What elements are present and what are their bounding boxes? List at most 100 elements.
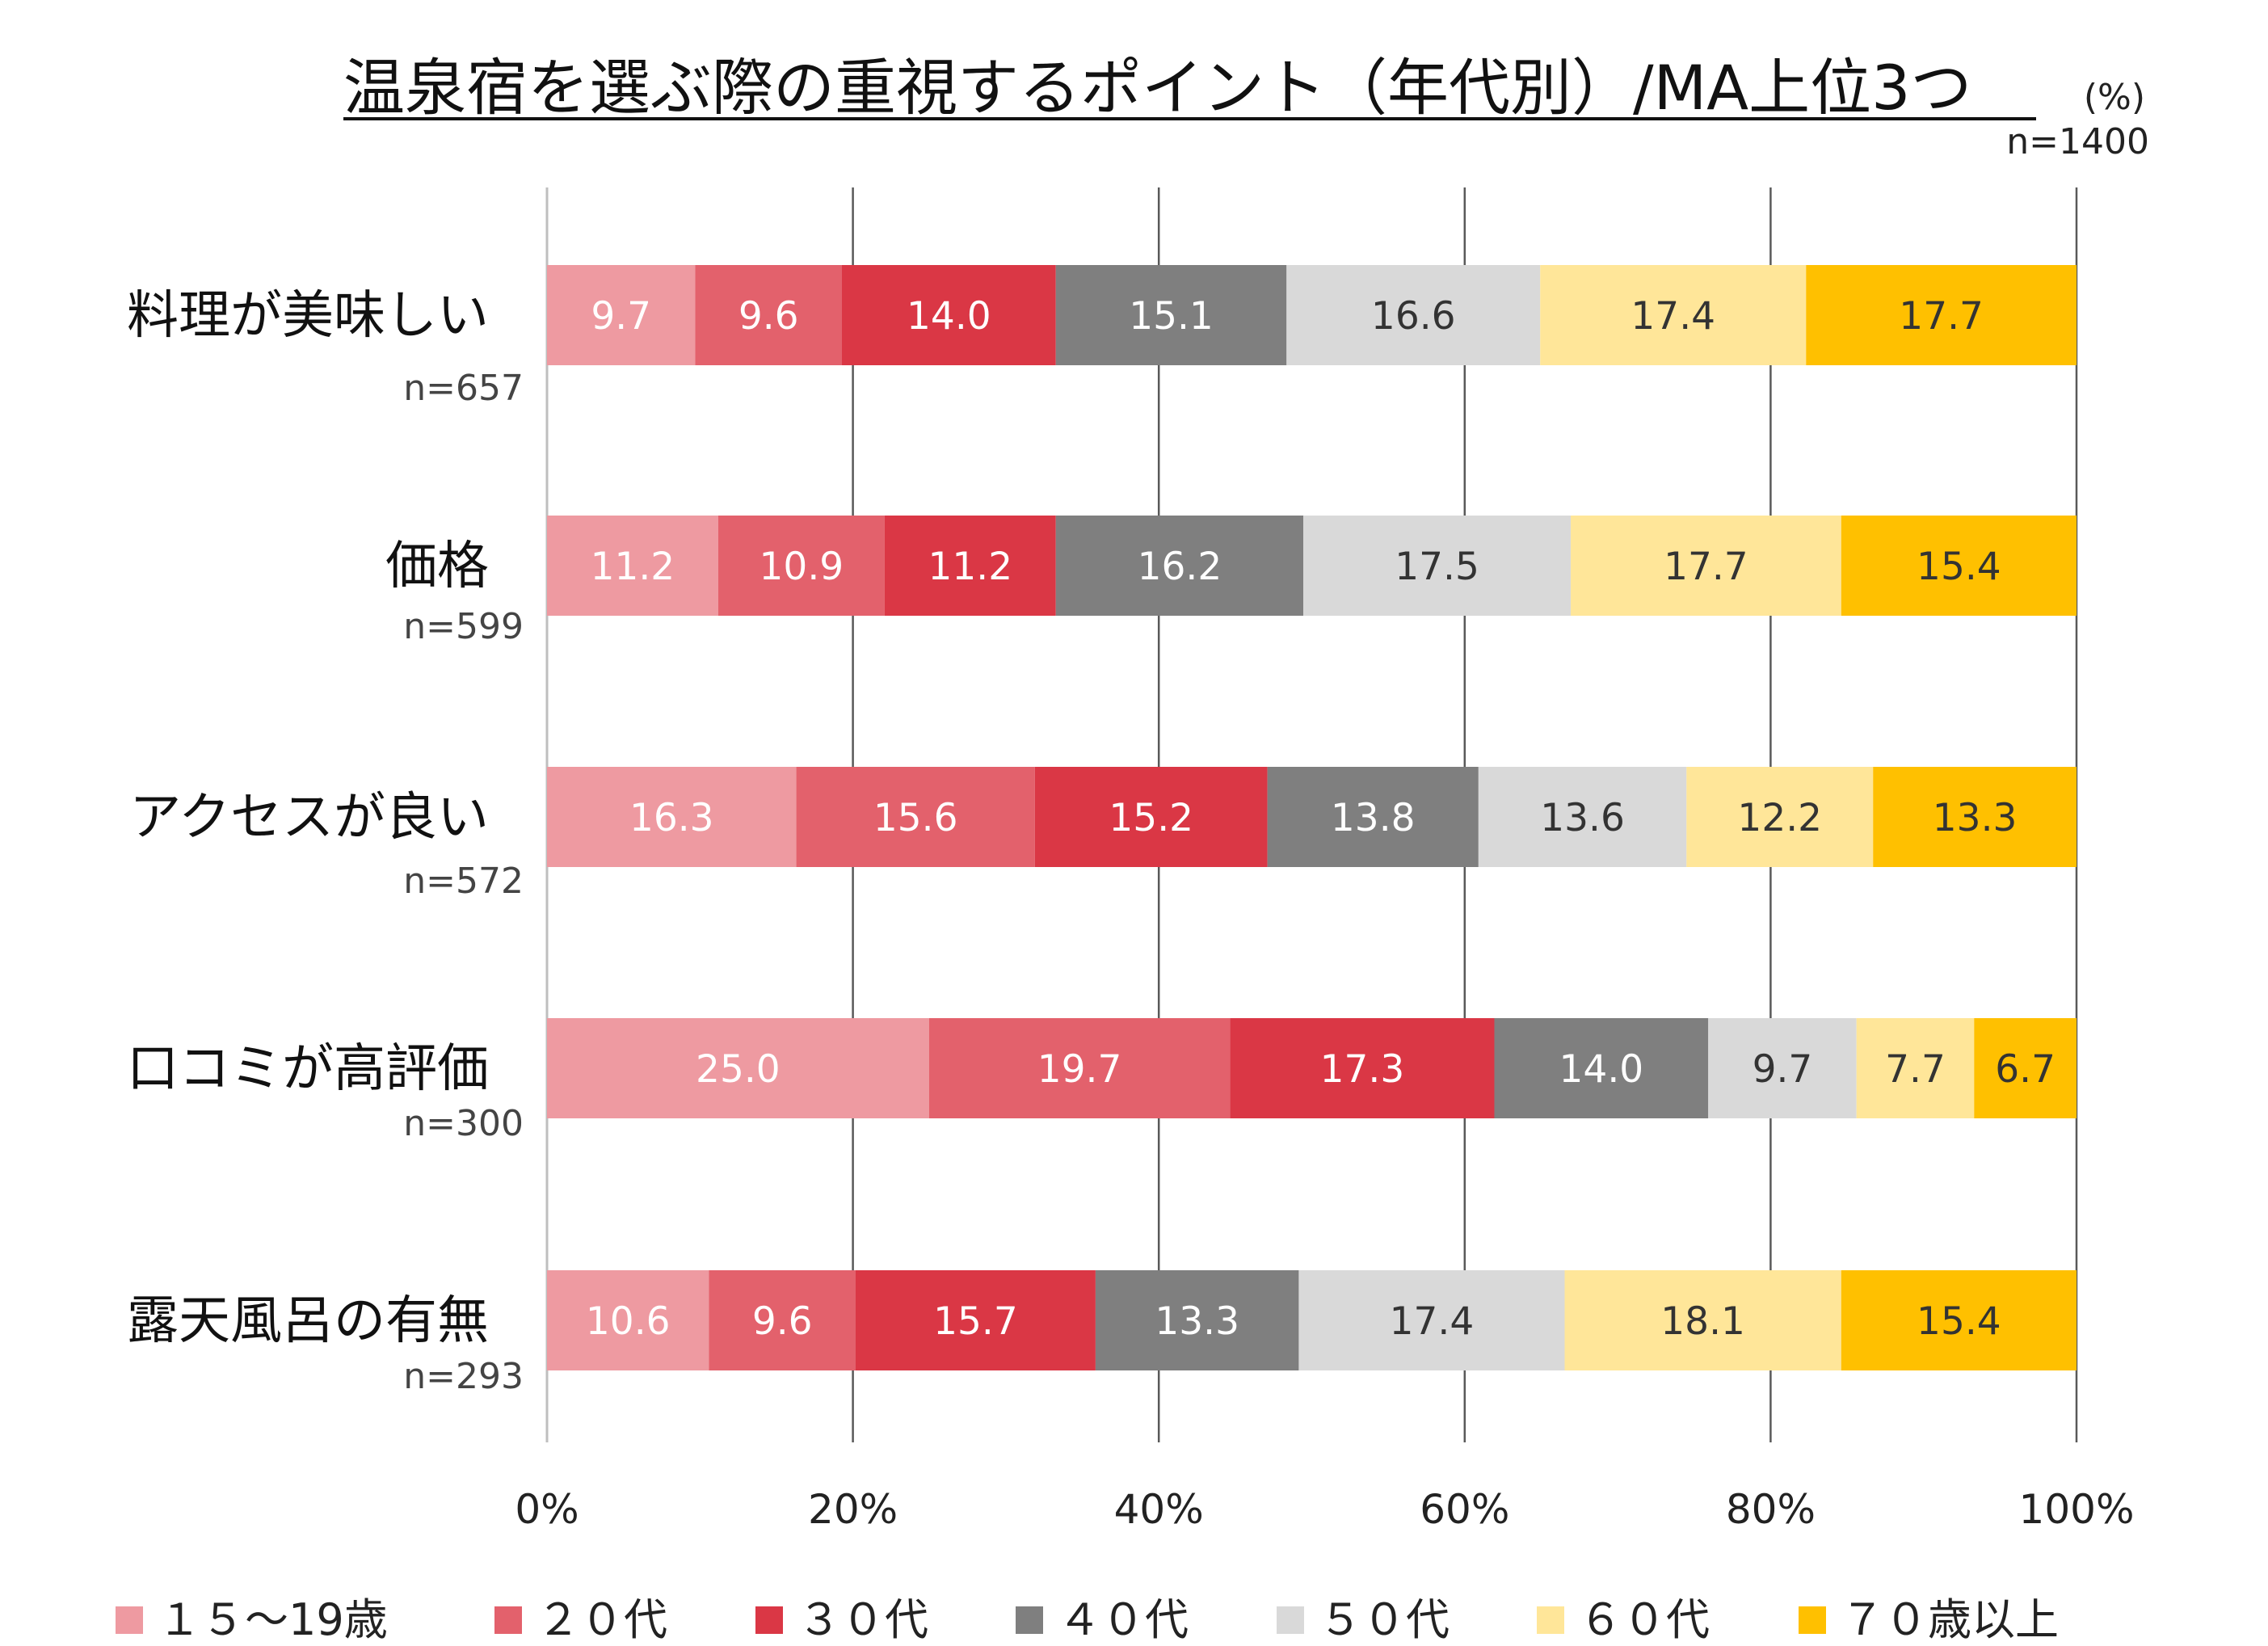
x-tick-label: 0% — [515, 1486, 579, 1533]
bar-segment — [1841, 516, 2077, 616]
bar-segment — [709, 1270, 856, 1370]
category-n-label: n=293 — [403, 1356, 524, 1397]
bar-segment — [1856, 1018, 1975, 1118]
data-label: 10.6 — [586, 1299, 671, 1344]
bar-segment — [1564, 1270, 1841, 1370]
x-tick-label: 100% — [2019, 1486, 2135, 1533]
category-n-label: n=300 — [403, 1103, 524, 1144]
data-label: 13.6 — [1540, 796, 1625, 840]
data-label: 17.3 — [1320, 1047, 1405, 1092]
data-label: 25.0 — [696, 1047, 781, 1092]
data-label: 15.1 — [1129, 294, 1214, 339]
bar-segment — [1034, 767, 1268, 867]
bar-segment — [1974, 1018, 2077, 1118]
legend-label: ４０代 — [1058, 1594, 1189, 1645]
data-label: 15.2 — [1109, 796, 1193, 840]
data-label: 17.5 — [1395, 545, 1479, 589]
bar-segment — [717, 516, 885, 616]
bar-segment — [1494, 1018, 1709, 1118]
category-label: 価格 — [385, 537, 489, 596]
data-label: 6.7 — [1995, 1047, 2056, 1092]
category-labels: 料理が美味しいn=657価格n=599アクセスが良いn=572口コミが高評価n=… — [127, 286, 524, 1397]
bar-segment — [547, 265, 696, 365]
bar-segment — [1540, 265, 1807, 365]
x-axis-ticks: 0% 20% 40% 60% 80% 100% — [515, 1486, 2134, 1533]
legend-swatch — [494, 1606, 522, 1634]
legend-label: １５～19歳 — [158, 1594, 388, 1645]
legend-label: ３０代 — [797, 1594, 928, 1645]
data-label: 12.2 — [1737, 796, 1822, 840]
data-label: 7.7 — [1885, 1047, 1946, 1092]
data-label: 15.6 — [873, 796, 958, 840]
data-label: 15.4 — [1917, 1299, 2001, 1344]
data-label: 10.9 — [760, 545, 844, 589]
bar-segment — [928, 1018, 1231, 1118]
bar-segment — [1571, 516, 1841, 616]
bar-segment — [1686, 767, 1874, 867]
data-label: 9.7 — [1753, 1047, 1813, 1092]
bar-segment — [1095, 1270, 1299, 1370]
legend-swatch — [1016, 1606, 1043, 1634]
data-label: 9.7 — [591, 294, 651, 339]
bar-segment — [547, 767, 797, 867]
data-label: 17.7 — [1664, 545, 1748, 589]
data-label: 9.6 — [738, 294, 799, 339]
bar-segment — [1267, 767, 1479, 867]
bar-segment — [841, 265, 1056, 365]
legend-label: ６０代 — [1579, 1594, 1710, 1645]
legend-swatch — [1277, 1606, 1304, 1634]
bar-segment — [547, 516, 718, 616]
legend-label: ５０代 — [1319, 1594, 1450, 1645]
category-n-label: n=572 — [403, 861, 524, 902]
data-label: 13.8 — [1331, 796, 1416, 840]
legend-label: ２０代 — [536, 1594, 667, 1645]
category-label: 露天風呂の有無 — [127, 1291, 489, 1351]
bar-segment — [1286, 265, 1541, 365]
data-label: 14.0 — [1559, 1047, 1644, 1092]
data-label: 17.4 — [1390, 1299, 1475, 1344]
bar-segment — [1708, 1018, 1857, 1118]
bar-segment — [1055, 265, 1287, 365]
legend-swatch — [1799, 1606, 1826, 1634]
bar-segment — [547, 1018, 929, 1118]
data-label: 13.3 — [1155, 1299, 1239, 1344]
x-tick-label: 40% — [1114, 1486, 1204, 1533]
bar-segment — [1055, 516, 1304, 616]
legend-swatch — [116, 1606, 143, 1634]
bar-segment — [695, 265, 842, 365]
bar-segment — [1230, 1018, 1495, 1118]
data-label: 16.6 — [1371, 294, 1456, 339]
bar-segment — [547, 1270, 709, 1370]
bar-segment — [1873, 767, 2077, 867]
x-tick-label: 80% — [1726, 1486, 1816, 1533]
x-tick-label: 20% — [808, 1486, 898, 1533]
bar-segment — [856, 1270, 1096, 1370]
category-label: アクセスが良い — [129, 788, 489, 848]
category-n-label: n=599 — [403, 606, 524, 647]
data-label: 11.2 — [591, 545, 675, 589]
data-label: 16.2 — [1138, 545, 1222, 589]
category-label: 口コミが高評価 — [127, 1039, 489, 1099]
bar-segment — [1478, 767, 1687, 867]
data-label: 18.1 — [1660, 1299, 1745, 1344]
data-label: 13.3 — [1933, 796, 2018, 840]
bar-segment — [1303, 516, 1572, 616]
legend: １５～19歳 ２０代 ３０代 ４０代 ５０代 ６０代 ７０歳以上 — [116, 1594, 2059, 1645]
unit-label: (%) — [2084, 77, 2145, 118]
legend-label: ７０歳以上 — [1841, 1594, 2059, 1645]
category-n-label: n=657 — [403, 368, 524, 409]
data-label: 16.3 — [629, 796, 714, 840]
data-label: 11.2 — [928, 545, 1013, 589]
category-label: 料理が美味しい — [127, 286, 489, 346]
chart-title: 温泉宿を選ぶ際の重視するポイント（年代別）/MA上位3つ — [343, 52, 1972, 124]
data-label: 17.7 — [1899, 294, 1984, 339]
x-tick-label: 60% — [1420, 1486, 1509, 1533]
data-label: 19.7 — [1037, 1047, 1122, 1092]
bars: 9.7 9.6 14.0 15.1 16.6 17.4 17.7 11.2 10.9 11.2 16… — [547, 265, 2077, 1370]
legend-swatch — [1537, 1606, 1564, 1634]
data-label: 14.0 — [907, 294, 991, 339]
bar-segment — [884, 516, 1056, 616]
bar-segment — [1806, 265, 2077, 365]
legend-swatch — [755, 1606, 783, 1634]
